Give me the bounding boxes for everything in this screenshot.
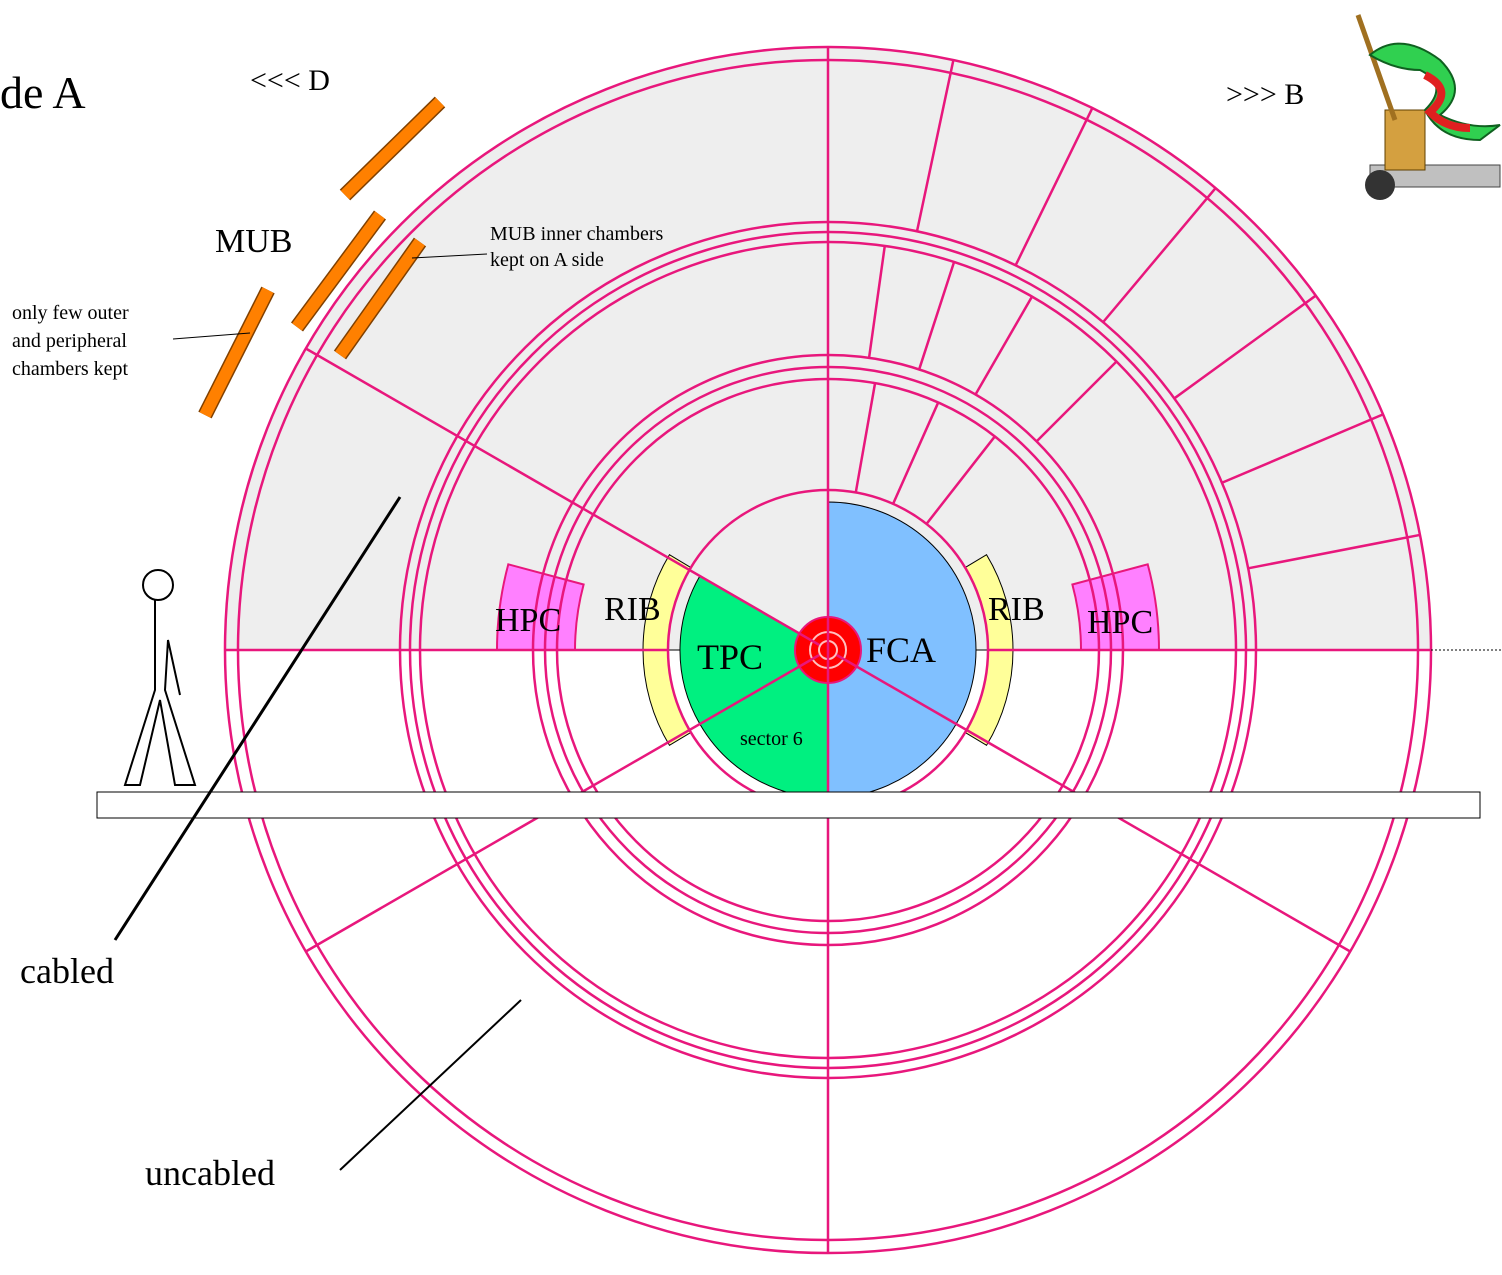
leader-line <box>411 253 488 259</box>
cart-wheel <box>1365 170 1395 200</box>
fca-label: FCA <box>866 630 936 670</box>
mub-chamber <box>199 287 274 418</box>
hpc-label: HPC <box>1087 604 1153 641</box>
spoke <box>1014 107 1094 266</box>
spoke <box>1247 533 1421 570</box>
mub-chamber <box>292 211 385 331</box>
figure-head <box>142 569 174 601</box>
mub-chamber <box>335 238 425 359</box>
detector-geometry <box>96 14 1502 1255</box>
hpc-label: HPC <box>495 602 561 639</box>
mub-label: MUB <box>215 223 292 260</box>
cabled-label: cabled <box>20 951 114 991</box>
sector-label: sector 6 <box>740 728 803 750</box>
direction-right: >>> B <box>1226 78 1304 111</box>
annotation-line: MUB inner chambers <box>490 223 664 245</box>
floor-plate <box>96 791 1481 819</box>
cart-handle <box>1355 14 1398 121</box>
spoke <box>891 401 940 505</box>
spoke <box>867 245 887 359</box>
annotation-line: kept on A side <box>490 249 604 271</box>
annotation-line: only few outer <box>12 302 129 324</box>
fca <box>827 501 977 799</box>
dragon <box>1368 42 1501 142</box>
mascot <box>1355 14 1501 200</box>
mub-chamber <box>340 97 445 200</box>
labels: de A <<< D >>> B MUB MUB inner chambers … <box>0 64 1304 1193</box>
annotation-line: chambers kept <box>12 358 129 380</box>
spoke <box>1102 187 1217 323</box>
leader-line <box>172 332 251 340</box>
spoke <box>1035 360 1118 443</box>
spoke <box>974 296 1034 396</box>
pointer-line <box>339 999 522 1171</box>
spoke <box>854 382 877 493</box>
side-label: de A <box>0 67 86 118</box>
pointer-line <box>113 496 402 941</box>
tpc-label: TPC <box>697 637 763 677</box>
spoke <box>917 261 956 370</box>
rib-label: RIB <box>988 591 1045 628</box>
spoke <box>1173 294 1317 400</box>
stick-figure <box>123 600 197 786</box>
dragon-belly <box>1423 71 1471 132</box>
spoke <box>925 435 996 525</box>
spoke <box>915 59 955 232</box>
direction-left: <<< D <box>250 64 330 97</box>
annotation-line: and peripheral <box>12 330 127 352</box>
rib-label: RIB <box>604 591 661 628</box>
spoke <box>305 347 820 647</box>
cart-box <box>1384 109 1426 171</box>
spoke <box>1221 413 1384 484</box>
hpc-module <box>1071 563 1161 651</box>
uncabled-label: uncabled <box>145 1153 275 1193</box>
